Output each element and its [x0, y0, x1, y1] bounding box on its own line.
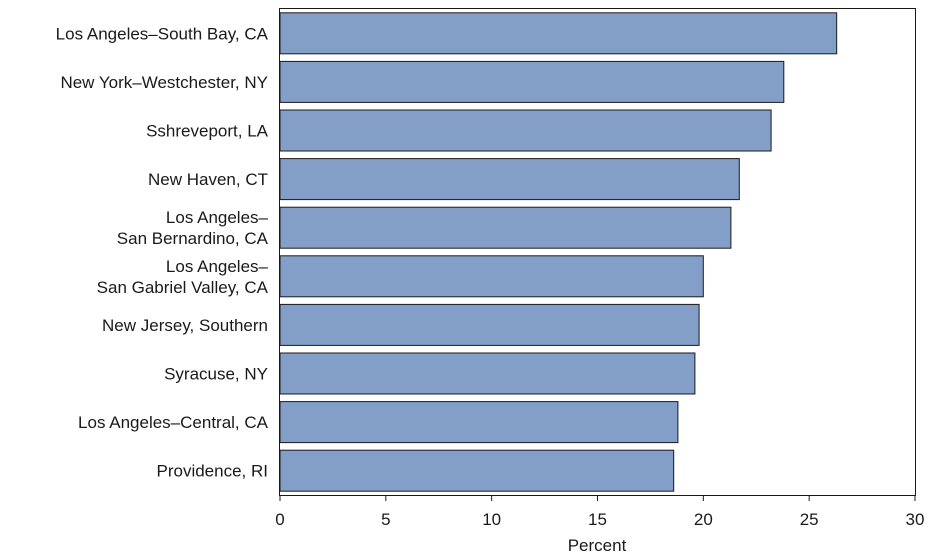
bar — [279, 60, 785, 103]
x-tick-label: 10 — [482, 510, 501, 529]
category-label: Los Angeles–South Bay, CA — [56, 24, 269, 43]
category-labels: Los Angeles–South Bay, CA New York–Westch… — [56, 24, 269, 480]
x-tick-label: 25 — [800, 510, 819, 529]
category-label: Los Angeles– San Bernardino, CA — [117, 208, 269, 248]
category-label: Los Angeles– San Gabriel Valley, CA — [97, 257, 269, 297]
x-tick-label: 5 — [381, 510, 390, 529]
category-label: New Haven, CT — [148, 170, 268, 189]
category-label: Los Angeles–Central, CA — [78, 413, 269, 432]
bar — [279, 255, 704, 298]
bar — [279, 352, 696, 395]
x-axis-ticks: 0 5 10 15 20 25 30 — [275, 495, 924, 529]
bar — [279, 401, 679, 444]
bar — [279, 206, 732, 249]
category-label: New Jersey, Southern — [102, 316, 268, 335]
bar — [279, 449, 675, 492]
x-tick-label: 15 — [588, 510, 607, 529]
bar — [279, 109, 772, 152]
x-tick-label: 0 — [275, 510, 284, 529]
x-tick-label: 30 — [906, 510, 925, 529]
x-axis-title: Percent — [568, 536, 627, 555]
category-label: Syracuse, NY — [164, 365, 268, 384]
category-label: Providence, RI — [157, 462, 269, 481]
bar — [279, 158, 740, 201]
bar — [279, 303, 700, 346]
x-tick-label: 20 — [694, 510, 713, 529]
category-label: New York–Westchester, NY — [60, 73, 268, 92]
category-label: Sshreveport, LA — [146, 122, 269, 141]
bars-layer — [279, 12, 838, 492]
bar — [279, 12, 838, 55]
